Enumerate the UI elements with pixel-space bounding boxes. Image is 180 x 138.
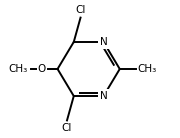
Text: Cl: Cl	[75, 5, 86, 15]
Text: N: N	[100, 91, 107, 101]
Text: CH₃: CH₃	[8, 64, 28, 74]
Text: Cl: Cl	[62, 123, 72, 133]
Text: N: N	[100, 37, 107, 47]
Text: CH₃: CH₃	[137, 64, 157, 74]
Text: O: O	[37, 64, 45, 74]
